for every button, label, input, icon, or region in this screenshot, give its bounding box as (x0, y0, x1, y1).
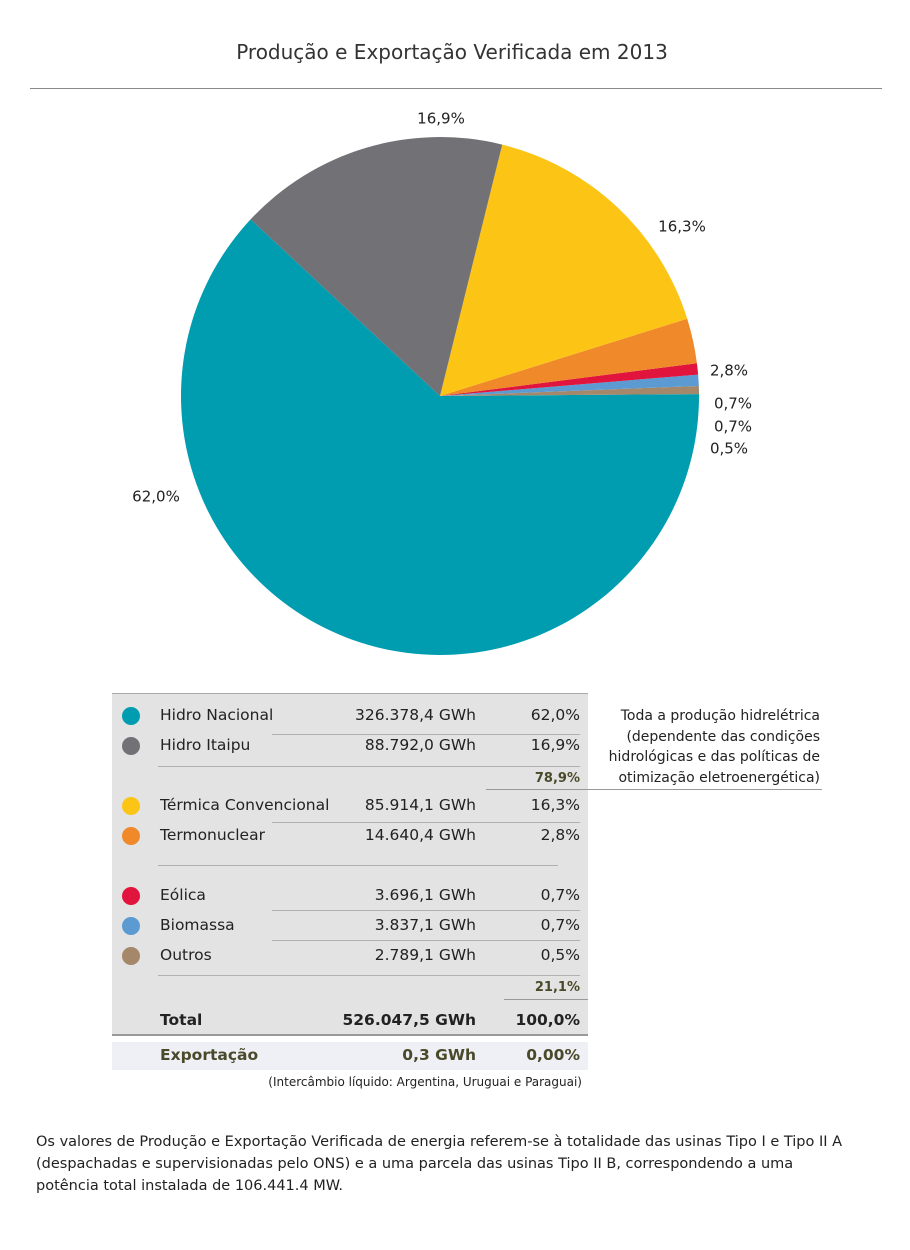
row-label: Térmica Convencional (160, 796, 330, 814)
legend-dot-outros (122, 947, 140, 965)
row-separator (272, 910, 580, 911)
title-divider (30, 88, 882, 89)
legend-dot-eolica (122, 887, 140, 905)
total-gwh: 526.047,5 GWh (342, 1011, 476, 1029)
pie-label-hidro-nacional: 62,0% (132, 488, 180, 506)
row-pct: 16,3% (530, 796, 580, 814)
hydro-side-note: Toda a produção hidrelétrica (dependente… (596, 706, 820, 788)
legend-dot-termica-convencional (122, 797, 140, 815)
pie-label-termica-convencional: 16,3% (658, 218, 706, 236)
table-row-termica-convencional: Térmica Convencional 85.914,1 GWh 16,3% (112, 794, 588, 818)
row-gwh: 3.696,1 GWh (374, 886, 476, 904)
row-separator (272, 822, 580, 823)
pie-label-termonuclear: 2,8% (710, 362, 748, 380)
row-gwh: 14.640,4 GWh (364, 826, 476, 844)
row-pct: 0,7% (540, 886, 580, 904)
table-row-total: Total 526.047,5 GWh 100,0% (112, 1009, 588, 1033)
row-label: Biomassa (160, 916, 235, 934)
footnote-line: (despachadas e supervisionadas pelo ONS)… (36, 1156, 794, 1172)
pie-label-hidro-itaipu: 16,9% (417, 110, 465, 128)
export-pct: 0,00% (526, 1046, 580, 1064)
pie-slice-hidro-itaipu (250, 137, 503, 396)
pie-slice-outros (440, 385, 699, 396)
row-gwh: 326.378,4 GWh (355, 706, 476, 724)
row-gwh: 3.837,1 GWh (374, 916, 476, 934)
row-label: Outros (160, 946, 212, 964)
pie-label-outros: 0,5% (710, 440, 748, 458)
export-note: (Intercâmbio líquido: Argentina, Uruguai… (268, 1075, 582, 1089)
row-separator (158, 975, 580, 976)
table-row-hidro-nacional: Hidro Nacional 326.378,4 GWh 62,0% (112, 704, 588, 728)
row-gwh: 85.914,1 GWh (364, 796, 476, 814)
table-row-termonuclear: Termonuclear 14.640,4 GWh 2,8% (112, 824, 588, 848)
row-separator (272, 734, 580, 735)
row-label: Hidro Itaipu (160, 736, 251, 754)
pie-label-eolica: 0,7% (714, 395, 752, 413)
total-label: Total (160, 1011, 203, 1029)
table-row-export: Exportação 0,3 GWh 0,00% (112, 1044, 588, 1068)
page-title: Produção e Exportação Verificada em 2013 (236, 40, 668, 64)
pie-slice-hidro-nacional (181, 219, 699, 655)
subtotal-underline (504, 999, 588, 1000)
table-background (112, 693, 588, 1035)
pie-slice-biomassa (440, 374, 699, 396)
export-label: Exportação (160, 1046, 259, 1064)
row-label: Eólica (160, 886, 206, 904)
pie-chart: 62,0% 0,5% 0,7% 0,7% 2,8% 16,3% 16,9% (132, 110, 752, 655)
legend-dot-hidro-itaipu (122, 737, 140, 755)
total-pct: 100,0% (515, 1011, 580, 1029)
table-row-eolica: Eólica 3.696,1 GWh 0,7% (112, 884, 588, 908)
row-separator (272, 940, 580, 941)
side-note-line: (dependente das condições (626, 728, 820, 745)
row-pct: 0,5% (540, 946, 580, 964)
legend-dot-biomassa (122, 917, 140, 935)
side-note-underline (486, 789, 822, 790)
footnote-line: Os valores de Produção e Exportação Veri… (36, 1134, 843, 1150)
legend-dot-hidro-nacional (122, 707, 140, 725)
row-gwh: 88.792,0 GWh (364, 736, 476, 754)
side-note-line: otimização eletroenergética) (618, 769, 820, 786)
pie-slice-termica-convencional (440, 144, 688, 396)
export-gwh: 0,3 GWh (402, 1046, 476, 1064)
group-separator (158, 865, 558, 866)
row-label: Termonuclear (160, 826, 265, 844)
subtotal-other: 21,1% (534, 980, 580, 995)
pie-slice-eolica (440, 363, 699, 396)
row-gwh: 2.789,1 GWh (374, 946, 476, 964)
table-row-biomassa: Biomassa 3.837,1 GWh 0,7% (112, 914, 588, 938)
subtotal-hydro: 78,9% (534, 771, 580, 786)
side-note-line: hidrológicas e das políticas de (608, 749, 820, 765)
table-row-hidro-itaipu: Hidro Itaipu 88.792,0 GWh 16,9% (112, 734, 588, 758)
row-pct: 0,7% (540, 916, 580, 934)
table-bottom-border (112, 1034, 588, 1036)
side-note-line: Toda a produção hidrelétrica (620, 708, 820, 724)
row-label: Hidro Nacional (160, 706, 274, 724)
row-pct: 16,9% (530, 736, 580, 754)
footnote-line: potência total instalada de 106.441.4 MW… (36, 1178, 344, 1194)
legend-dot-termonuclear (122, 827, 140, 845)
export-row-background (112, 1042, 588, 1070)
pie-slice-termonuclear (440, 318, 697, 396)
table-row-outros: Outros 2.789,1 GWh 0,5% (112, 944, 588, 968)
row-pct: 2,8% (540, 826, 580, 844)
table-top-border (112, 693, 588, 694)
pie-label-biomassa: 0,7% (714, 418, 752, 436)
row-pct: 62,0% (530, 706, 580, 724)
footnote: Os valores de Produção e Exportação Veri… (36, 1131, 876, 1197)
row-separator (158, 766, 580, 767)
